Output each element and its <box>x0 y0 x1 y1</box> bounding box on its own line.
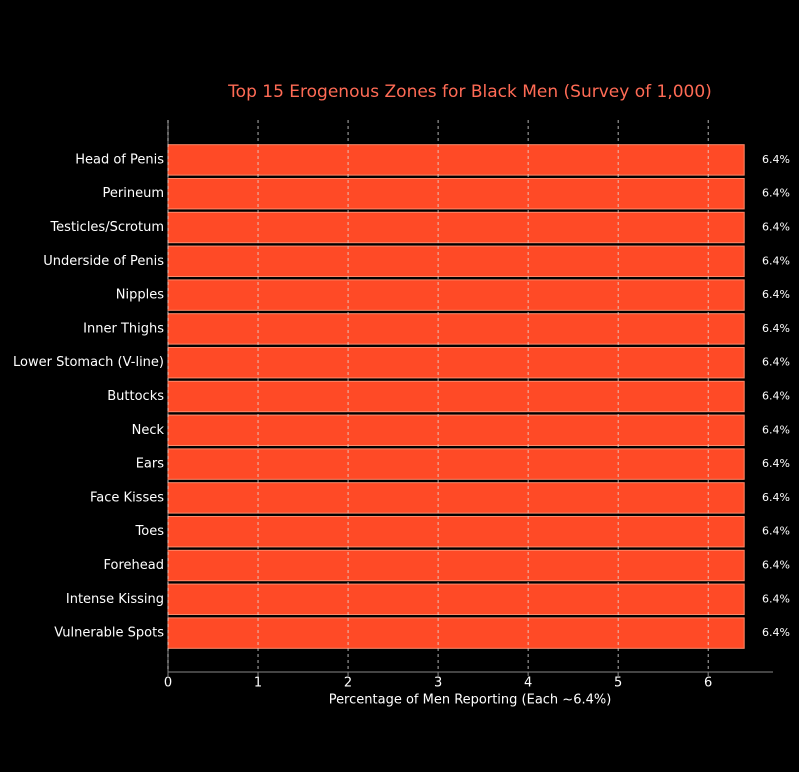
bar <box>167 211 745 244</box>
y-tick-label: Ears <box>136 457 165 472</box>
value-label: 6.4% <box>762 356 790 369</box>
bar <box>167 617 745 649</box>
value-label: 6.4% <box>762 592 790 605</box>
y-tick-label: Inner Thighs <box>83 321 164 336</box>
y-tick-label: Vulnerable Spots <box>54 626 164 641</box>
bar <box>167 414 745 447</box>
bar <box>167 346 745 379</box>
bar <box>167 177 745 210</box>
x-tick-label: 5 <box>614 676 622 691</box>
value-label: 6.4% <box>762 525 790 538</box>
y-tick-label: Lower Stomach (V-line) <box>13 355 164 370</box>
y-tick-label: Face Kisses <box>90 490 164 505</box>
y-tick-label: Intense Kissing <box>66 592 164 607</box>
y-tick-label: Toes <box>135 524 165 539</box>
bar <box>167 482 745 514</box>
bar <box>167 515 745 548</box>
bar <box>167 313 745 345</box>
value-label: 6.4% <box>762 153 790 166</box>
bar <box>167 448 745 480</box>
x-tick-label: 1 <box>254 676 262 691</box>
x-tick-label: 4 <box>524 676 532 691</box>
y-tick-label: Head of Penis <box>75 152 164 167</box>
value-label: 6.4% <box>762 221 790 234</box>
bar <box>167 245 745 278</box>
y-tick-label: Forehead <box>104 558 164 573</box>
value-label: 6.4% <box>762 491 790 504</box>
bar <box>167 279 745 311</box>
bar <box>167 549 745 582</box>
value-label: 6.4% <box>762 559 790 572</box>
y-tick-label: Neck <box>132 423 165 438</box>
bar <box>167 583 745 616</box>
value-label: 6.4% <box>762 626 790 639</box>
value-label: 6.4% <box>762 457 790 470</box>
value-label: 6.4% <box>762 254 790 267</box>
bar <box>167 380 745 413</box>
x-tick-label: 6 <box>704 676 712 691</box>
value-label: 6.4% <box>762 390 790 403</box>
chart-title: Top 15 Erogenous Zones for Black Men (Su… <box>227 82 712 102</box>
y-tick-label: Testicles/Scrotum <box>49 220 164 235</box>
y-tick-label: Buttocks <box>107 389 164 404</box>
y-tick-label: Underside of Penis <box>43 254 164 269</box>
y-tick-label: Nipples <box>116 288 164 303</box>
value-label: 6.4% <box>762 322 790 335</box>
y-tick-label: Perineum <box>103 186 164 201</box>
x-tick-label: 2 <box>344 676 352 691</box>
value-label: 6.4% <box>762 423 790 436</box>
value-label: 6.4% <box>762 187 790 200</box>
x-tick-label: 3 <box>434 676 442 691</box>
value-label: 6.4% <box>762 288 790 301</box>
bar <box>167 144 745 176</box>
x-axis-label: Percentage of Men Reporting (Each ~6.4%) <box>329 693 612 708</box>
x-tick-label: 0 <box>164 676 172 691</box>
